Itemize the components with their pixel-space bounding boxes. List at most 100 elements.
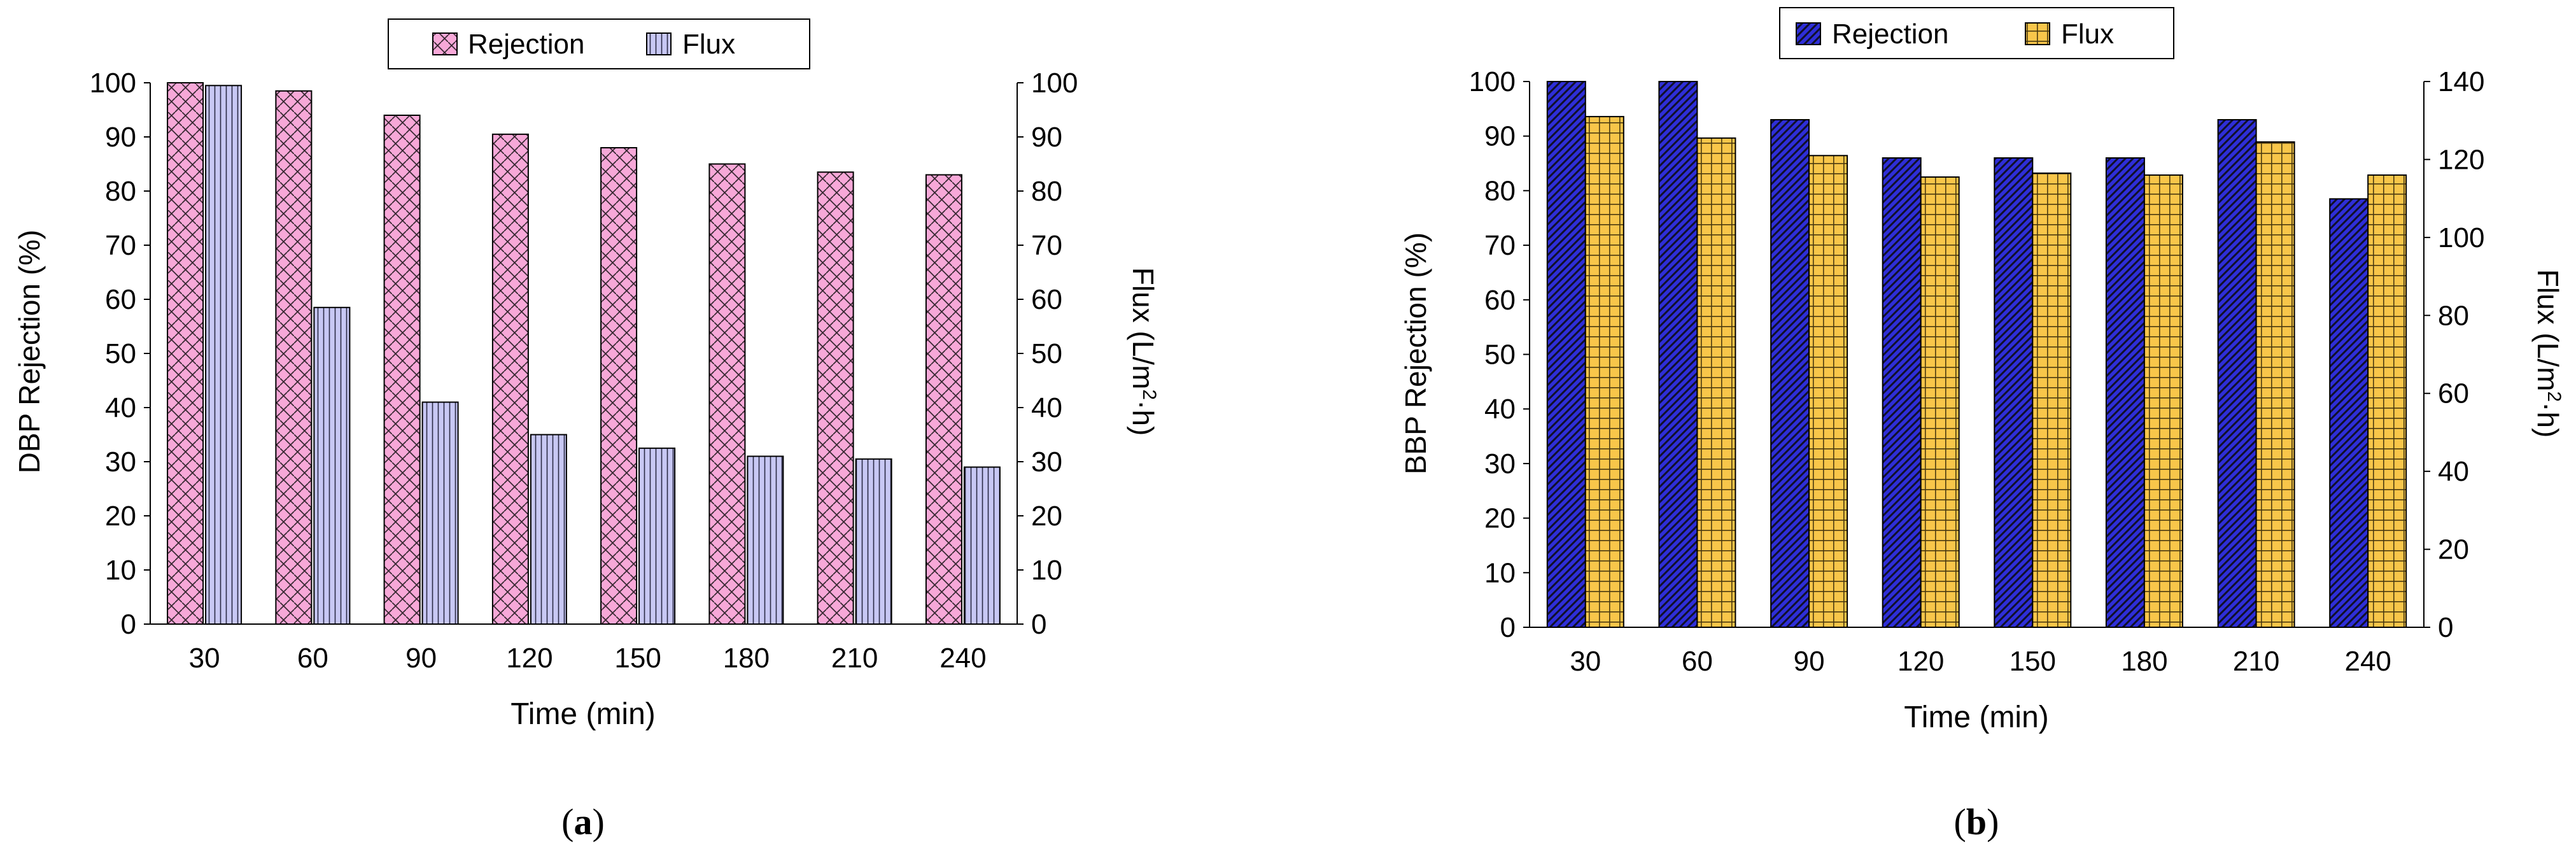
chart-a-bar-flux-150	[638, 447, 676, 625]
chart-b-y2-tick-label: 120	[2438, 144, 2484, 175]
chart-a-y2-tick-label: 100	[1031, 68, 1078, 99]
chart-a-bars	[167, 82, 1001, 625]
chart-b-bar-flux-120	[1920, 176, 1960, 628]
chart-a-legend-label-rejection: Rejection	[468, 29, 584, 60]
chart-a-bar-flux-240	[963, 466, 1001, 625]
chart-a-y2-ticks: 0 10 20 30 40 50 60 70 80 90 100	[1017, 68, 1078, 640]
chart-b-x-ticks: 30 60 90 120 150 180 210 240	[1570, 646, 2391, 677]
chart-b-y-tick-label: 0	[1500, 612, 1516, 643]
chart-a-bar-rejection-150	[600, 147, 638, 625]
chart-a-y-tick-label: 10	[105, 555, 136, 586]
chart-b-x-tick-label: 120	[1897, 646, 1944, 677]
chart-a-y2-tick-label: 40	[1031, 392, 1062, 423]
chart-a-panel-label: (a)	[561, 801, 605, 843]
chart-a-y2-tick-label: 20	[1031, 501, 1062, 532]
chart-a-x-axis-title: Time (min)	[510, 697, 656, 731]
chart-b-y-tick-label: 60	[1484, 285, 1516, 316]
chart-b-y2-tick-label: 80	[2438, 300, 2469, 331]
chart-b-legend: Rejection Flux	[1779, 7, 2174, 59]
chart-a-legend: Rejection Flux	[388, 18, 810, 69]
chart-b-bar-flux-60	[1696, 137, 1736, 629]
chart-a-y-ticks: 0 10 20 30 40 50 60 70 80 90 100	[90, 68, 150, 640]
chart-a-y-tick-label: 20	[105, 501, 136, 532]
chart-b-y2-tick-label: 100	[2438, 222, 2484, 253]
chart-a-y-axis-title: DBP Rejection (%)	[13, 230, 46, 474]
chart-a-legend-swatch-rejection	[432, 32, 458, 55]
chart-b-bar-rejection-120	[1882, 157, 1922, 628]
chart-a-bar-flux-120	[530, 434, 567, 625]
chart-b-legend-label-rejection: Rejection	[1832, 18, 1948, 50]
chart-a-bar-rejection-30	[167, 82, 204, 625]
chart-b-y-tick-label: 50	[1484, 339, 1516, 371]
chart-b-legend-label-flux: Flux	[2061, 18, 2114, 50]
chart-b-y2-tick-label: 60	[2438, 378, 2469, 409]
chart-a-bar-rejection-180	[708, 163, 746, 625]
chart-a-y2-tick-label: 70	[1031, 230, 1062, 261]
chart-a-y-tick-label: 50	[105, 338, 136, 369]
chart-a-bar-flux-210	[855, 458, 892, 625]
chart-b-bar-flux-150	[2032, 172, 2072, 628]
chart-b-x-axis-title: Time (min)	[1904, 701, 2049, 734]
chart-a-y-tick-label: 40	[105, 392, 136, 423]
chart-a-x-ticks: 30 60 90 120 150 180 210 240	[189, 643, 987, 674]
chart-b-bar-rejection-150	[1994, 157, 2034, 628]
chart-a-y2-tick-label: 80	[1031, 176, 1062, 207]
chart-a-y2-tick-label: 90	[1031, 122, 1062, 153]
chart-a-bar-flux-180	[747, 455, 784, 625]
chart-b-bar-flux-30	[1584, 116, 1624, 629]
chart-a-y2-tick-label: 60	[1031, 284, 1062, 315]
chart-a-y2-tick-label: 10	[1031, 555, 1062, 586]
chart-b-legend-swatch-flux	[2025, 22, 2050, 45]
chart-b-y-tick-label: 80	[1484, 175, 1516, 206]
chart-a-bar-flux-60	[313, 306, 351, 625]
chart-a-y2-tick-label: 0	[1031, 609, 1046, 640]
chart-a-y-tick-label: 80	[105, 176, 136, 207]
chart-a-y2-tick-label: 30	[1031, 446, 1062, 478]
chart-b-y-tick-label: 40	[1484, 394, 1516, 425]
chart-a-x-tick-label: 240	[940, 643, 986, 674]
chart-a-bar-rejection-90	[383, 115, 421, 625]
chart-b-y-tick-label: 70	[1484, 230, 1516, 261]
chart-b-x-tick-label: 30	[1570, 646, 1601, 677]
chart-a-x-tick-label: 90	[405, 643, 437, 674]
chart-b-bars	[1546, 81, 2407, 629]
chart-b-y2-tick-label: 140	[2438, 66, 2484, 97]
chart-b-y-ticks: 0 10 20 30 40 50 60 70 80 90 100	[1469, 66, 1530, 643]
chart-b-bar-rejection-210	[2217, 119, 2257, 628]
chart-b-bar-rejection-60	[1658, 81, 1698, 628]
chart-b-y2-tick-label: 0	[2438, 612, 2453, 643]
chart-a-bar-flux-90	[421, 401, 459, 625]
chart-b-panel-label: (b)	[1954, 801, 1999, 843]
chart-a-x-tick-label: 60	[297, 643, 328, 674]
chart-b-x-tick-label: 210	[2233, 646, 2279, 677]
chart-b-bar-flux-180	[2143, 174, 2183, 628]
chart-b-y-tick-label: 10	[1484, 557, 1516, 588]
chart-b-legend-box	[1779, 7, 2174, 59]
chart-b-y-tick-label: 20	[1484, 503, 1516, 534]
chart-b-bar-rejection-30	[1546, 81, 1586, 628]
chart-a-bar-rejection-60	[275, 90, 313, 625]
chart-b-y2-tick-label: 20	[2438, 534, 2469, 566]
chart-a-y2-tick-label: 50	[1031, 338, 1062, 369]
chart-a-x-tick-label: 210	[831, 643, 878, 674]
chart-b-bar-rejection-240	[2329, 198, 2369, 628]
chart-b-bar-flux-240	[2367, 174, 2407, 628]
chart-a-y2-axis-title: Flux (L/m2·h)	[1127, 267, 1160, 436]
chart-b-legend-swatch-rejection	[1796, 22, 1821, 45]
chart-a-x-tick-label: 180	[723, 643, 770, 674]
chart-b-x-tick-label: 240	[2344, 646, 2391, 677]
chart-panel-a: DBP Rejection (%) Flux (L/m2·h) Time (mi…	[13, 18, 1160, 843]
chart-a-y-tick-label: 100	[90, 68, 136, 99]
chart-b-y2-axis-title: Flux (L/m2·h)	[2531, 269, 2565, 438]
chart-b-y-tick-label: 90	[1484, 121, 1516, 152]
chart-a-y-tick-label: 70	[105, 230, 136, 261]
chart-a-x-tick-label: 150	[614, 643, 661, 674]
chart-a-legend-label-flux: Flux	[682, 29, 735, 60]
chart-b-x-tick-label: 90	[1794, 646, 1825, 677]
chart-b-bar-flux-210	[2255, 141, 2295, 628]
chart-a-bar-rejection-120	[491, 133, 529, 625]
chart-a-x-tick-label: 30	[189, 643, 220, 674]
chart-b-y-axis-title: BBP Rejection (%)	[1399, 232, 1432, 474]
